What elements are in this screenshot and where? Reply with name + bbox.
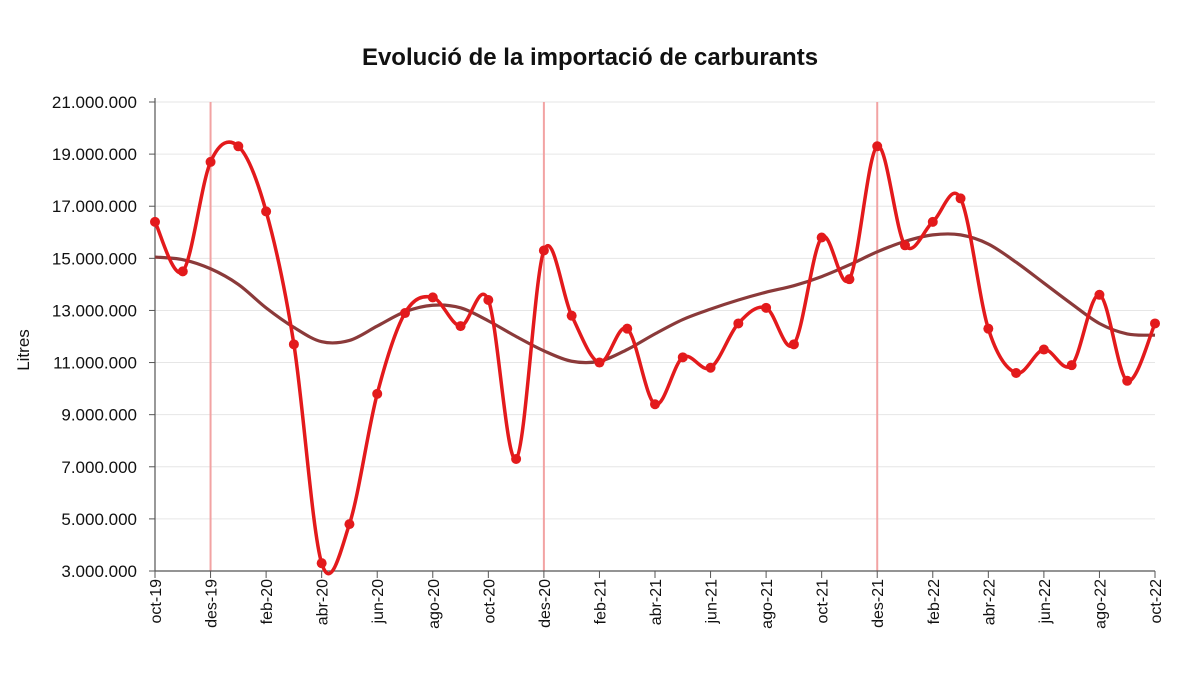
data-point [1122,375,1133,386]
data-point [566,310,577,321]
data-point [594,357,605,368]
data-point [677,352,688,363]
data-point [1038,344,1049,355]
x-tick-label: feb-22 [926,579,943,624]
data-point [844,274,855,285]
series-line-main [153,140,1157,576]
data-point [483,295,494,306]
y-tick-label: 21.000.000 [52,93,137,112]
series-line-trend [154,232,1156,365]
data-point [900,240,910,251]
data-point [872,141,883,152]
y-tick-label: 13.000.000 [52,301,137,320]
x-tick-label: jun-21 [704,579,721,625]
vertical-markers [209,102,879,571]
y-tick-label: 3.000.000 [61,562,137,581]
data-point [316,558,327,569]
data-point [788,339,799,350]
data-point [511,453,522,464]
data-point [372,388,383,399]
data-point [983,323,994,334]
data-point [1066,360,1077,371]
data-point [150,216,160,227]
y-tick-labels: 3.000.000 5.000.000 7.000.000 9.000.000 11.0… [52,93,137,581]
x-tick-label: ago-20 [426,579,443,629]
data-point [622,323,633,334]
data-point [761,302,772,313]
x-tick-label: des-20 [537,579,554,628]
series-lines [153,140,1157,576]
x-tick-label: des-19 [204,579,221,628]
x-tick-label: oct-21 [815,579,832,624]
data-point [650,399,660,410]
data-point [1011,367,1022,378]
axes [149,98,1156,578]
data-point [455,321,466,332]
x-tick-label: jun-22 [1037,579,1054,625]
y-tick-label: 5.000.000 [61,510,137,529]
x-tick-label: oct-20 [481,579,498,624]
x-tick-label: abr-22 [981,579,998,625]
data-point [288,339,299,350]
y-tick-label: 15.000.000 [52,249,137,268]
x-tick-labels: oct-19 des-19 feb-20 abr-20 jun-20 ago-20 oct-… [148,579,1165,629]
gridlines [155,101,1155,520]
x-tick-label: feb-20 [259,579,276,624]
x-tick-label: jun-20 [370,579,387,625]
x-tick-label: oct-22 [1148,579,1165,624]
x-tick-label: abr-21 [648,579,665,625]
chart-title: Evolució de la importació de carburants [361,44,819,71]
data-point [177,266,188,277]
x-tick-label: abr-20 [315,579,332,625]
x-tick-label: des-21 [870,579,887,628]
y-tick-label: 7.000.000 [61,458,137,477]
data-point [955,193,966,204]
data-point [427,292,438,303]
data-point [705,362,716,373]
y-tick-label: 19.000.000 [52,145,137,164]
y-tick-label: 9.000.000 [61,406,137,425]
data-point [538,245,549,256]
data-point [927,216,938,227]
data-point [816,232,827,243]
x-tick-label: ago-21 [759,579,776,629]
x-tick-label: feb-21 [592,579,609,624]
data-point [733,318,744,329]
data-point [1150,318,1160,329]
data-point [344,519,355,530]
data-point [233,141,244,152]
data-point [400,308,410,319]
x-tick-label: oct-19 [148,579,165,624]
data-points [150,141,1160,569]
y-tick-label: 11.000.000 [53,354,137,373]
data-point [1094,289,1105,300]
data-point [261,206,272,217]
data-point [205,156,216,167]
x-tick-label: ago-22 [1092,579,1109,629]
y-tick-label: 17.000.000 [52,197,137,216]
